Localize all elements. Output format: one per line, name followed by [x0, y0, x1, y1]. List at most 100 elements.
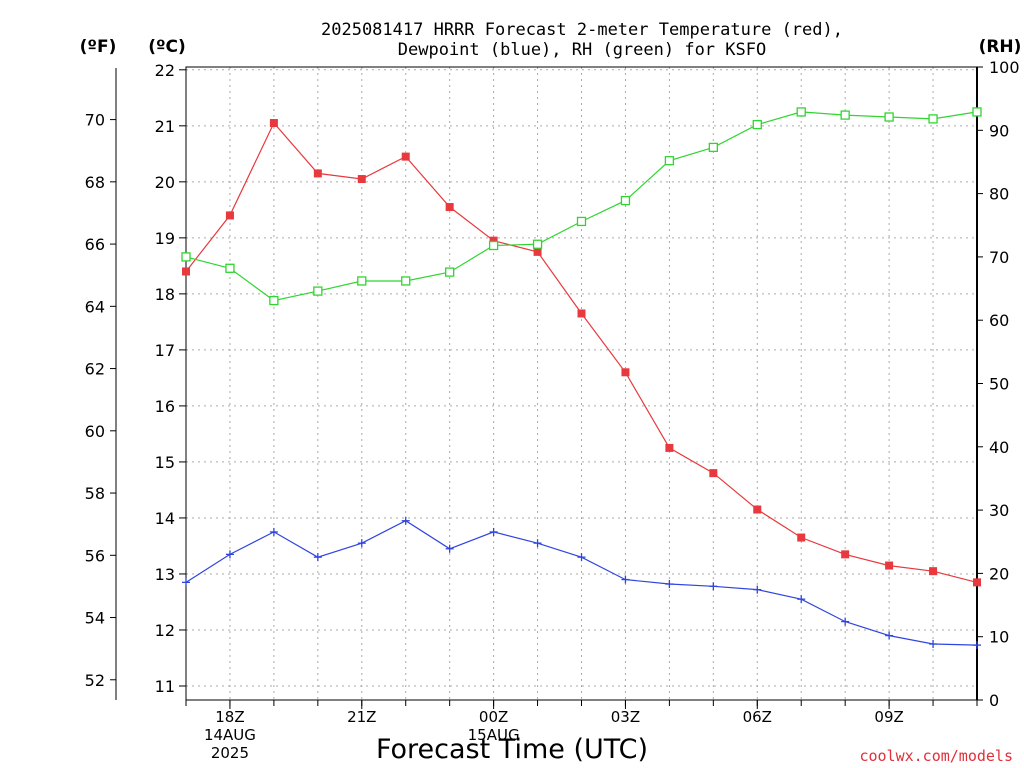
temperature-point: [841, 550, 850, 559]
celsius-tick-label: 12: [155, 621, 175, 640]
rh-tick-label: 50: [989, 375, 1009, 394]
rh-tick-label: 90: [989, 121, 1009, 140]
chart-title-line-2: Dewpoint (blue), RH (green) for KSFO: [398, 40, 766, 60]
dewpoint-series: [182, 516, 981, 650]
celsius-tick-label: 16: [155, 397, 175, 416]
rh-tick-label: 80: [989, 185, 1009, 204]
rh-unit-label: (RH): [979, 37, 1022, 57]
temperature-point: [577, 309, 586, 318]
rh-point: [972, 107, 982, 117]
rh-point: [181, 252, 191, 262]
fahrenheit-tick-label: 62: [85, 360, 105, 379]
dewpoint-point: [929, 639, 938, 648]
fahrenheit-tick-label: 66: [85, 235, 105, 254]
credit-text: coolwx.com/models: [859, 747, 1013, 765]
dewpoint-point: [445, 544, 454, 553]
temperature-point: [401, 152, 410, 161]
dewpoint-point: [182, 578, 190, 587]
dewpoint-point: [709, 582, 718, 591]
rh-point: [576, 216, 587, 227]
celsius-tick-label: 13: [155, 565, 175, 584]
temperature-point: [182, 267, 190, 276]
rh-point: [928, 114, 938, 124]
temperature-point: [929, 567, 938, 576]
x-tick-label: 06Z: [743, 708, 772, 726]
fahrenheit-tick-label: 58: [85, 484, 105, 503]
axes: 11 12 13 14 15 16 17 18 19 20 21 22 52 54 56 58 60 62 64 66…: [85, 58, 1020, 762]
celsius-tick-label: 18: [155, 285, 175, 304]
rh-point: [840, 110, 850, 120]
rh-point: [445, 267, 455, 277]
celsius-tick-label: 21: [155, 117, 175, 136]
data-series: [181, 107, 982, 650]
temperature-point: [709, 469, 718, 478]
celsius-tick-label: 19: [155, 229, 175, 248]
rh-tick-label: 20: [989, 564, 1009, 583]
rh-tick-label: 70: [989, 248, 1009, 267]
temperature-point: [973, 578, 981, 587]
rh-point: [796, 107, 806, 117]
rh-point: [752, 119, 762, 130]
dewpoint-point: [577, 553, 586, 562]
temperature-point: [665, 443, 674, 452]
x-tick-label: 03Z: [611, 708, 640, 726]
grid-lines: [186, 67, 977, 700]
temperature-point: [797, 533, 806, 542]
rh-point: [401, 276, 411, 286]
temperature-series: [182, 119, 981, 587]
fahrenheit-tick-label: 68: [85, 173, 105, 192]
dewpoint-point: [533, 539, 542, 548]
temperature-point: [489, 236, 498, 245]
dewpoint-point: [225, 550, 234, 559]
dewpoint-point: [269, 527, 278, 536]
temperature-point: [885, 561, 894, 570]
rh-point: [532, 239, 543, 249]
x-tick-label: 15AUG: [468, 726, 520, 744]
rh-tick-label: 60: [989, 311, 1009, 330]
temperature-line: [185, 121, 978, 583]
temperature-point: [621, 368, 630, 377]
rh-point: [884, 112, 894, 122]
celsius-unit-label: (ºC): [148, 37, 186, 57]
rh-point: [313, 286, 323, 296]
fahrenheit-tick-label: 52: [85, 671, 105, 690]
dewpoint-point: [357, 539, 366, 548]
plot-frame: [185, 66, 978, 701]
rh-point: [664, 156, 675, 166]
dewpoint-point: [313, 553, 322, 562]
dewpoint-point: [665, 580, 674, 589]
dewpoint-point: [621, 575, 630, 584]
x-tick-label: 21Z: [347, 708, 376, 726]
chart-title-line-1: 2025081417 HRRR Forecast 2-meter Tempera…: [321, 20, 843, 40]
celsius-tick-label: 15: [155, 453, 175, 472]
x-tick-label: 00Z: [479, 708, 508, 726]
rh-tick-label: 0: [989, 691, 999, 710]
temperature-point: [269, 119, 278, 128]
dewpoint-point: [797, 595, 806, 604]
rh-point: [357, 276, 367, 286]
x-tick-label: 18Z: [215, 708, 244, 726]
fahrenheit-tick-label: 60: [85, 422, 105, 441]
dewpoint-point: [973, 641, 981, 650]
dewpoint-point: [753, 585, 762, 594]
rh-point: [225, 263, 235, 273]
rh-tick-label: 100: [989, 58, 1020, 77]
temperature-point: [357, 175, 366, 184]
celsius-tick-label: 20: [155, 173, 175, 192]
x-tick-label: 2025: [211, 744, 249, 762]
fahrenheit-tick-label: 56: [85, 546, 105, 565]
rh-tick-label: 30: [989, 501, 1009, 520]
temperature-point: [445, 203, 454, 212]
rh-tick-label: 10: [989, 628, 1009, 647]
rh-point: [269, 295, 279, 306]
dewpoint-point: [401, 516, 410, 525]
temperature-point: [533, 247, 542, 256]
rh-point: [488, 240, 499, 251]
celsius-tick-label: 14: [155, 509, 175, 528]
celsius-tick-label: 11: [155, 677, 175, 696]
x-axis-title: Forecast Time (UTC): [376, 734, 648, 765]
rh-point: [708, 142, 718, 153]
dewpoint-point: [489, 527, 498, 536]
fahrenheit-tick-label: 54: [85, 609, 105, 628]
